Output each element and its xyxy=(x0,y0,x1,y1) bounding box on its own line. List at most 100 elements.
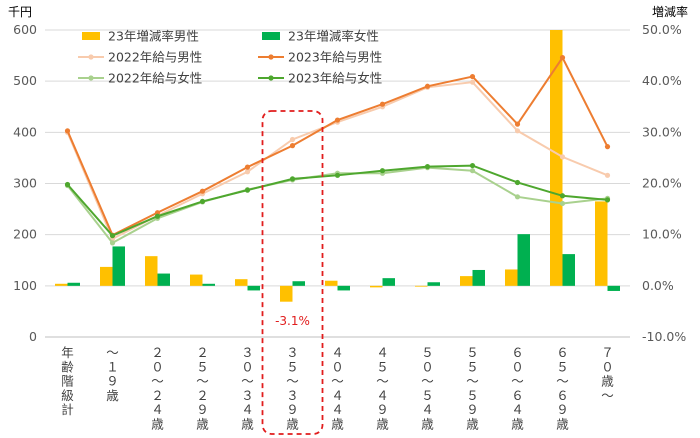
bar-female-change xyxy=(112,246,125,286)
line-point xyxy=(604,197,611,203)
y-left-tick-label: 500 xyxy=(13,73,37,88)
bar-female-change xyxy=(337,285,350,291)
category-label: ２０～２４歳 xyxy=(151,345,164,432)
category-label: ７０歳～ xyxy=(601,345,614,403)
line-point xyxy=(154,210,161,216)
line-point xyxy=(244,164,251,170)
line-point xyxy=(469,162,476,169)
line-point xyxy=(109,240,116,246)
bar-female-change xyxy=(472,269,485,286)
line-point xyxy=(244,169,251,175)
line-point xyxy=(559,200,566,207)
bar-male-change xyxy=(460,276,473,286)
y-right-tick-label: 20.0% xyxy=(642,176,682,191)
legend-label: 2022年給与男性 xyxy=(108,50,202,65)
line-point xyxy=(514,194,521,200)
category-label: ４０～４４歳 xyxy=(331,345,344,432)
legend-marker xyxy=(88,75,94,81)
legend-label: 2023年給与男性 xyxy=(288,50,382,65)
legend: 23年増減率男性 23年増減率女性 2022年給与男性 2023年給与男性 2022年給… xyxy=(78,29,382,86)
line-point xyxy=(424,83,431,89)
bar-male-change xyxy=(415,285,428,287)
bar-female-change xyxy=(427,282,440,286)
bar-male-change xyxy=(55,283,68,286)
category-label: ２５～２９歳 xyxy=(196,345,209,432)
bar-female-change xyxy=(292,281,305,286)
line-point xyxy=(604,172,611,178)
category-label: 年齢階級計 xyxy=(61,345,74,417)
y-left-tick-label: 200 xyxy=(13,227,37,242)
bar-male-change xyxy=(235,279,248,286)
line-point xyxy=(289,176,296,182)
y-right-tick-label: 30.0% xyxy=(642,124,682,139)
line-point xyxy=(334,172,341,178)
bar-male-change xyxy=(100,266,113,286)
legend-swatch xyxy=(82,32,100,40)
line-female-2022 xyxy=(66,166,608,245)
line-point xyxy=(514,179,521,186)
legend-marker xyxy=(88,54,94,60)
line-point xyxy=(64,181,71,188)
line-point xyxy=(559,55,566,61)
bar-male-change xyxy=(145,256,158,286)
line-series xyxy=(64,55,611,246)
line-point xyxy=(514,128,521,134)
line-point xyxy=(289,143,296,149)
line-point xyxy=(559,193,566,199)
line-point xyxy=(604,144,611,150)
bar-male-change xyxy=(505,269,518,286)
bar-male-change xyxy=(595,201,608,286)
y-right-tick-label: 40.0% xyxy=(642,73,682,88)
line-point xyxy=(109,233,116,239)
line-point xyxy=(244,187,251,193)
bar-male-change xyxy=(280,285,293,302)
line-point xyxy=(469,79,476,85)
highlight-box xyxy=(261,110,324,435)
legend-marker xyxy=(268,75,274,81)
line-point xyxy=(199,198,206,205)
bar-female-change xyxy=(67,282,80,286)
y-left-tick-label: 0 xyxy=(29,329,37,344)
category-label: ３０～３４歳 xyxy=(241,345,254,432)
y-left-tick-label: 300 xyxy=(13,176,37,191)
line-male-2022 xyxy=(66,81,608,241)
category-label: ４５～４９歳 xyxy=(376,345,389,432)
y-right-unit: 増減率 xyxy=(652,4,688,19)
y-left-unit: 千円 xyxy=(8,5,32,19)
line-point xyxy=(514,121,521,127)
annotation-label: -3.1% xyxy=(275,314,310,328)
bar-female-change xyxy=(562,254,575,286)
bar-female-change xyxy=(247,285,260,291)
y-left-tick-label: 600 xyxy=(13,22,37,37)
bar-female-change xyxy=(517,234,530,286)
bar-female-change xyxy=(157,273,170,286)
gridlines xyxy=(45,29,630,287)
category-label: ６０～６４歳 xyxy=(511,345,524,432)
legend-label: 23年増減率男性 xyxy=(108,29,199,44)
annotation: -3.1% xyxy=(261,110,324,435)
bar-series xyxy=(55,30,620,302)
category-label: ～１９歳 xyxy=(106,345,119,403)
y-right-tick-label: 10.0% xyxy=(642,227,682,242)
axes: 0 100 200 300 400 500 600 -10.0% 0.0% 10.0% 20.0% 3… xyxy=(8,4,688,344)
legend-swatch xyxy=(262,32,280,40)
line-point xyxy=(199,188,206,194)
legend-marker xyxy=(268,54,274,60)
category-label: ５５～５９歳 xyxy=(466,345,479,432)
bar-female-change xyxy=(202,283,215,286)
line-point xyxy=(64,128,71,134)
line-point xyxy=(469,73,476,80)
category-label: ３５～３９歳 xyxy=(286,345,299,432)
line-point xyxy=(559,154,566,160)
bar-male-change xyxy=(370,285,383,288)
line-point xyxy=(334,117,341,123)
bar-male-change xyxy=(325,280,338,286)
category-labels: 年齢階級計 ～１９歳 ２０～２４歳 ２５～２９歳 ３０～３４歳 ３５～３９歳 ４０～４４歳 ４… xyxy=(61,345,614,432)
bar-male-change xyxy=(550,30,563,286)
y-right-tick-label: 0.0% xyxy=(642,278,674,293)
line-point xyxy=(379,168,386,174)
legend-label: 2022年給与女性 xyxy=(108,71,202,86)
bar-male-change xyxy=(190,274,203,286)
line-point xyxy=(469,168,476,174)
